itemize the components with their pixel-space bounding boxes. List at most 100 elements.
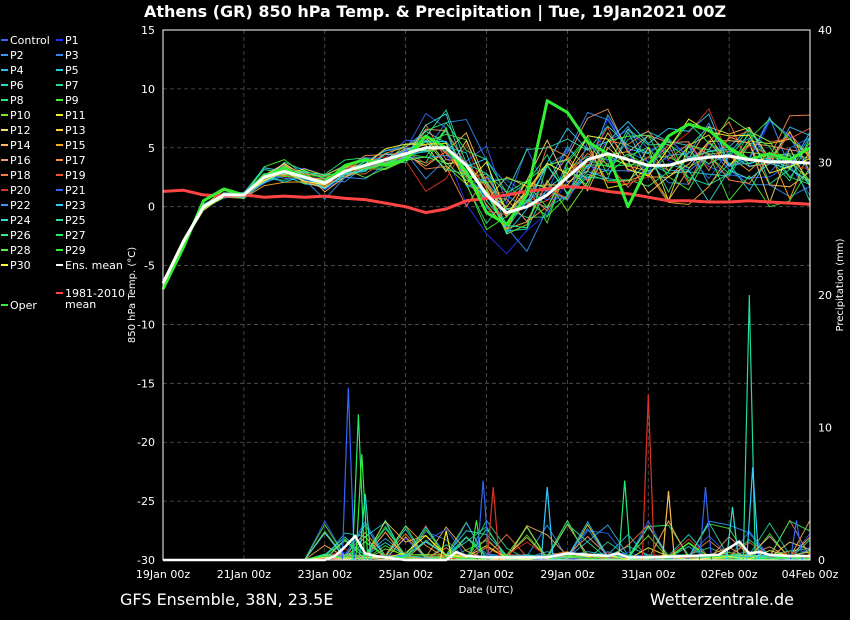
legend-item: P2: [1, 49, 24, 62]
legend-label: P22: [10, 199, 31, 212]
y-tick-label-left: -30: [137, 554, 155, 567]
precip-peak: [641, 394, 655, 561]
legend-label: P23: [65, 199, 86, 212]
legend-label: P4: [10, 64, 24, 77]
legend-item: P17: [56, 154, 86, 167]
legend-label: P25: [65, 214, 86, 227]
legend-item: P24: [1, 214, 31, 227]
legend-label: P12: [10, 124, 31, 137]
ensemble-member-line: [162, 108, 811, 284]
legend-label: P28: [10, 244, 31, 257]
legend-label: P26: [10, 229, 31, 242]
legend-item: P11: [56, 109, 86, 122]
legend-item: P28: [1, 244, 31, 257]
legend-item: Oper: [1, 299, 37, 312]
legend-item: P7: [56, 79, 79, 92]
legend-label: P8: [10, 94, 24, 107]
legend-label: Control: [10, 34, 50, 47]
legend-label: P1: [65, 34, 79, 47]
legend-label: P19: [65, 169, 86, 182]
legend-label: P14: [10, 139, 31, 152]
legend-item: P21: [56, 184, 86, 197]
legend-item: P9: [56, 94, 79, 107]
legend-item: P15: [56, 139, 86, 152]
y-tick-label-left: 0: [148, 201, 155, 214]
legend-item: P5: [56, 64, 79, 77]
precip-peak: [439, 530, 453, 561]
y-tick-label-left: -5: [144, 260, 155, 273]
legend-item: P14: [1, 139, 31, 152]
legend-label: P17: [65, 154, 86, 167]
precip-peak: [789, 520, 804, 561]
legend-label: P9: [65, 94, 79, 107]
x-tick-label: 21Jan 00z: [217, 568, 271, 581]
precip-peak: [355, 453, 369, 561]
legend-item: P8: [1, 94, 24, 107]
grid: [163, 30, 810, 560]
precip-peak: [618, 480, 632, 561]
x-axis-label: Date (UTC): [459, 585, 514, 596]
legend-label: Ens. mean: [65, 259, 123, 272]
y-tick-label-left: -15: [137, 377, 155, 390]
chart-title: Athens (GR) 850 hPa Temp. & Precipitatio…: [144, 2, 726, 22]
legend-item: P29: [56, 244, 86, 257]
legend-label: P30: [10, 259, 31, 272]
legend: Control P1 P2 P3 P4 P5 P6 P7 P8 P9 P10 P11 P12 P13 P14…: [1, 34, 125, 312]
legend-label: P10: [10, 109, 31, 122]
legend-label: P18: [10, 169, 31, 182]
legend-label: P15: [65, 139, 86, 152]
legend-label: P7: [65, 79, 79, 92]
legend-item: P10: [1, 109, 31, 122]
legend-item: P4: [1, 64, 24, 77]
ensemble-mean-line: [161, 146, 811, 284]
y-tick-label-left: -10: [137, 318, 155, 331]
x-tick-label: 02Feb 00z: [701, 568, 758, 581]
legend-label: P6: [10, 79, 24, 92]
precip-peak: [351, 414, 365, 561]
precip-peak: [341, 387, 355, 561]
legend-item: P3: [56, 49, 79, 62]
ensemble-mean-precip-line: [163, 534, 810, 562]
precip-peak: [746, 467, 760, 561]
legend-item: P25: [56, 214, 86, 227]
ensemble-member-line: [162, 134, 811, 284]
precip-peak: [469, 520, 483, 561]
precip-peak: [486, 487, 500, 561]
plot-area-frame: [162, 29, 811, 561]
legend-item: Control: [1, 34, 50, 47]
footer-source: GFS Ensemble, 38N, 23.5E: [120, 590, 333, 609]
y-tick-label-right: 30: [818, 157, 832, 170]
legend-label: P29: [65, 244, 86, 257]
precip-peak: [661, 491, 676, 561]
legend-item: P12: [1, 124, 31, 137]
x-tick-label: 29Jan 00z: [540, 568, 594, 581]
y-tick-label-right: 10: [818, 422, 832, 435]
y-axis-label-left: 850 hPa Temp. (°C): [127, 247, 138, 343]
x-tick-label: 31Jan 00z: [621, 568, 675, 581]
legend-item: P26: [1, 229, 31, 242]
series-layer: [161, 99, 811, 562]
legend-item: P13: [56, 124, 86, 137]
legend-label: P11: [65, 109, 86, 122]
legend-label: P24: [10, 214, 31, 227]
precip-peak: [540, 487, 554, 561]
x-tick-label: 27Jan 00z: [459, 568, 513, 581]
x-tick-label: 25Jan 00z: [379, 568, 433, 581]
legend-item: P18: [1, 169, 31, 182]
legend-label: P27: [65, 229, 86, 242]
y-tick-label-left: 10: [141, 83, 155, 96]
legend-item: P27: [56, 229, 86, 242]
ensemble-member-line: [162, 133, 811, 287]
legend-label: 1981-2010: [65, 287, 125, 300]
legend-item: P19: [56, 169, 86, 182]
y-tick-label-left: 5: [148, 142, 155, 155]
y-tick-label-right: 40: [818, 24, 832, 37]
legend-item: P16: [1, 154, 31, 167]
y-tick-label-right: 20: [818, 289, 832, 302]
precip-peak: [698, 487, 713, 561]
y-tick-label-left: -20: [137, 436, 155, 449]
legend-label: P2: [10, 49, 24, 62]
legend-item: P6: [1, 79, 24, 92]
